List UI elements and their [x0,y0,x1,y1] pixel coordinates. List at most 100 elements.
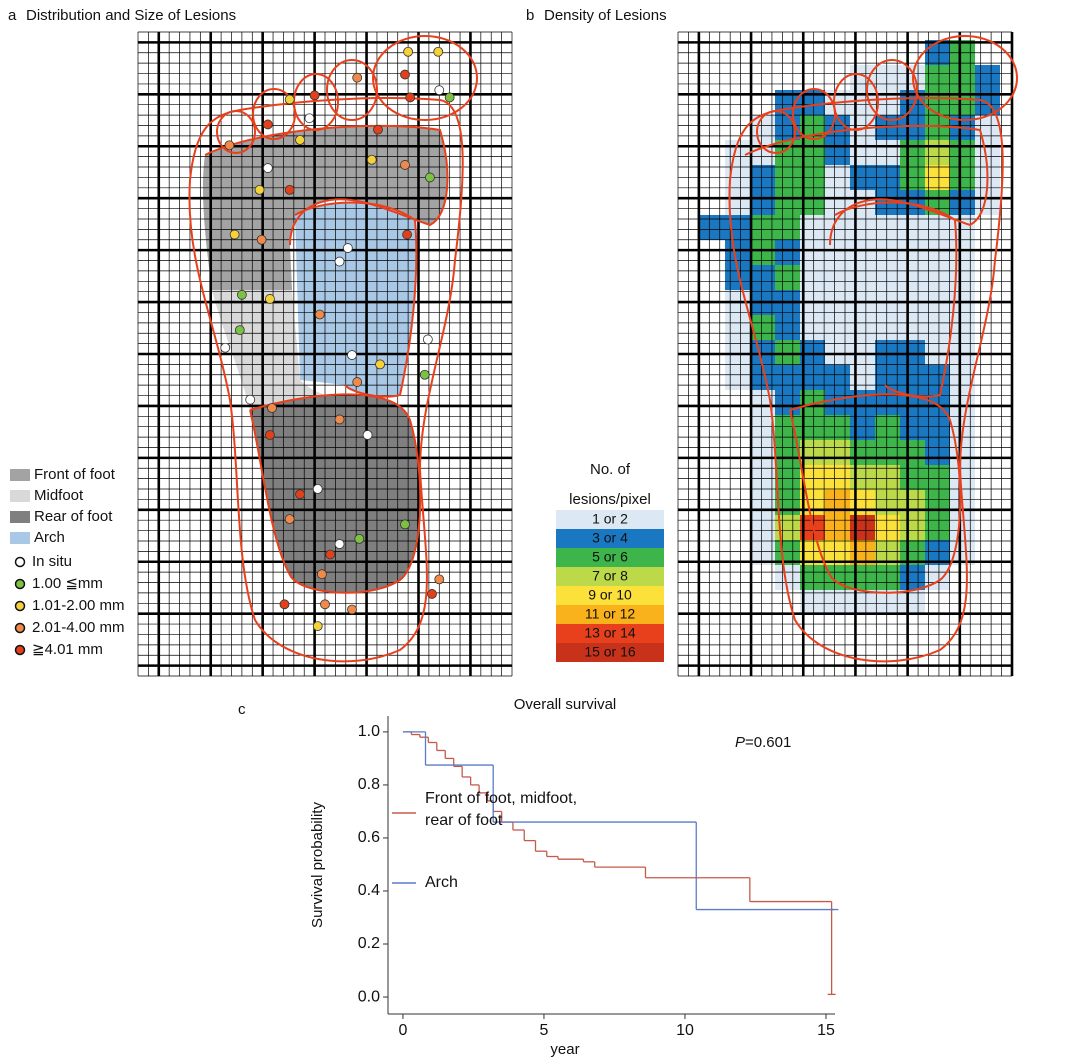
density-cell [825,415,850,440]
annotation-text: =0.601 [745,734,791,751]
density-cell [775,240,800,265]
legend-label: Arch [425,872,595,894]
annotation: P=0.601 [735,734,791,751]
density-cell [750,190,775,215]
region-arch [295,203,416,397]
chart-title: Overall survival [514,696,617,713]
density-cell [875,140,900,165]
density-cell [875,465,900,490]
lesion [363,431,372,440]
lesion [353,73,362,82]
density-cell [900,140,925,165]
lesion [400,520,409,529]
lesion [315,310,324,319]
density-cell [950,315,975,340]
legend-swatch [10,469,30,481]
density-cell [850,315,875,340]
lesion [263,120,272,129]
density-cell [850,415,875,440]
panel-title: Distribution and Size of Lesions [26,7,236,24]
density-cell [950,240,975,265]
lesion [280,600,289,609]
legend-label: 2.01-4.00 mm [32,619,125,636]
x-tick-label: 15 [817,1022,835,1039]
legend-label: 1.01-2.00 mm [32,597,125,614]
legend-title: No. of lesions/pixel [560,455,660,515]
legend-swatch [10,490,30,502]
density-cell [950,190,975,215]
x-tick-label: 0 [398,1022,407,1039]
lesion [313,485,322,494]
density-cell [775,315,800,340]
legend-label: 7 or 8 [592,568,628,584]
density-cell [850,565,875,590]
lesion [296,490,305,499]
density-cell [850,65,875,90]
lesion [335,540,344,549]
y-tick-label: 0.6 [358,829,380,846]
density-cell [900,565,925,590]
page: { "panel_a": { "label": "a", "title": "D… [0,0,1067,1059]
density-cell [875,265,900,290]
lesion [265,294,274,303]
lesion [367,155,376,164]
density-cell [850,390,875,415]
density-cell [875,415,900,440]
figure: a Distribution and Size of Lesions b Den… [0,0,1067,1059]
density-cell [900,365,925,390]
lesion [317,570,326,579]
density-cell [900,315,925,340]
density-cell [850,490,875,515]
lesion [406,93,415,102]
density-cell [850,365,875,390]
density-cell [900,115,925,140]
y-axis-label: Survival probability [309,802,326,928]
annotation-italic: P [735,734,745,751]
density-cell [875,590,900,615]
density-cell [850,590,875,615]
legend-dot [16,602,25,611]
lesion [257,235,266,244]
density-cell [775,465,800,490]
density-cell [750,490,775,515]
density-cell [825,240,850,265]
density-cell [850,140,875,165]
density-cell [900,415,925,440]
lesion [265,431,274,440]
x-axis-label: year [550,1041,579,1058]
density-cell [750,515,775,540]
x-tick-label: 10 [676,1022,694,1039]
density-cell [725,240,750,265]
lesion [376,360,385,369]
density-cell [750,315,775,340]
legend-dot [16,646,25,655]
legend-label: Rear of foot [34,508,113,525]
lesion [355,534,364,543]
density-cell [950,440,975,465]
legend-label: 11 or 12 [585,606,636,622]
lesion [423,335,432,344]
lesion [263,164,272,173]
legend-label: 15 or 16 [584,644,636,660]
density-cell [725,365,750,390]
density-cell [825,315,850,340]
density-cell [850,465,875,490]
lesion [255,185,264,194]
density-cell [875,565,900,590]
lesion [268,404,277,413]
density-cell [825,365,850,390]
lesion [435,575,444,584]
lesion [237,290,246,299]
density-cell [875,315,900,340]
density-cell [900,265,925,290]
panel-label: a [8,7,17,24]
lesion [321,600,330,609]
density-cell [750,465,775,490]
density-cell [750,240,775,265]
density-cell [825,465,850,490]
lesion [420,370,429,379]
lesion [425,173,434,182]
density-cell [950,390,975,415]
panel-title: Density of Lesions [544,7,667,24]
lesion [404,47,413,56]
